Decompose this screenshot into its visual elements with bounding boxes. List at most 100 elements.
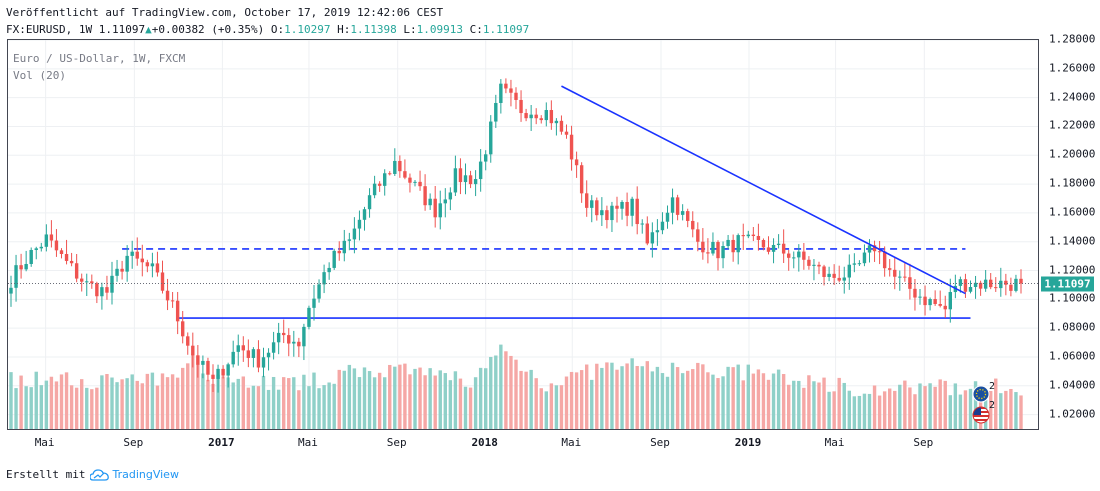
candle-body — [756, 236, 761, 241]
price-axis[interactable]: 1.28000 1.26000 1.24000 1.22000 1.20000 1.180… — [1039, 33, 1100, 430]
candle — [393, 148, 397, 176]
candle — [302, 323, 306, 361]
candle — [433, 186, 437, 228]
time-tick-label: Mai — [34, 436, 55, 449]
time-tick-label: Mai — [298, 436, 318, 449]
price-change: +0.00382 — [151, 23, 205, 36]
candle — [367, 188, 372, 218]
candle — [90, 274, 94, 289]
candle-body — [524, 113, 528, 119]
volume-bar — [317, 388, 321, 429]
volume-bar — [322, 385, 326, 429]
candle-body — [877, 251, 882, 253]
candle — [544, 102, 548, 127]
economic-event-eu-flag-icon[interactable]: 2 — [971, 381, 997, 407]
volume-bar — [832, 391, 836, 429]
candle — [398, 155, 402, 178]
candle-body — [928, 299, 932, 306]
candle-body — [110, 275, 114, 293]
candle-body — [999, 280, 1003, 289]
volume-bar — [69, 385, 74, 429]
candle-body — [943, 305, 947, 310]
candle-body — [201, 360, 205, 365]
price-tick-label: 1.08000 — [1049, 320, 1096, 334]
volume-bar — [670, 362, 675, 429]
candle — [64, 239, 69, 265]
candle-body — [938, 304, 942, 306]
candle-body — [29, 249, 33, 264]
time-tick-label: Sep — [650, 436, 670, 449]
candle — [610, 201, 614, 233]
volume-bar — [741, 380, 745, 429]
volume-bar — [307, 386, 311, 429]
candle — [1004, 273, 1008, 296]
candle — [660, 212, 665, 235]
candle — [797, 244, 801, 272]
chart-pane[interactable]: Euro / US-Dollar, 1W, FXCM Vol (20) 2 2 — [7, 39, 1039, 430]
time-tick-label: Mai — [561, 436, 582, 449]
candle — [675, 194, 680, 221]
candle-body — [519, 99, 523, 114]
candle — [191, 332, 195, 368]
volume-bar — [372, 377, 377, 429]
volume-bar — [903, 380, 907, 429]
chart-canvas[interactable] — [8, 40, 1038, 429]
volume-bar — [201, 373, 205, 429]
volume-bar — [590, 379, 594, 429]
volume-bar — [413, 368, 417, 429]
volume-bar — [963, 390, 968, 429]
candle-body — [670, 197, 675, 213]
event-count: 2 — [989, 400, 996, 411]
candle-body — [246, 350, 251, 358]
volume-bar — [261, 375, 266, 429]
candle — [999, 267, 1003, 297]
volume-bar — [74, 387, 79, 429]
candle — [665, 205, 670, 229]
candle — [95, 281, 99, 304]
candle — [564, 124, 569, 139]
volume-bar — [251, 385, 256, 429]
volume-bar — [175, 377, 180, 429]
volume-bar — [428, 368, 432, 429]
candle-body — [90, 281, 94, 284]
candle — [352, 217, 357, 254]
volume-bar — [812, 381, 816, 429]
candle-body — [579, 165, 584, 194]
candle — [241, 336, 245, 362]
candle-body — [842, 277, 846, 281]
volume-bar — [913, 394, 917, 429]
candle — [832, 264, 836, 285]
candle — [595, 197, 599, 221]
candle-body — [665, 212, 670, 222]
candle-body — [918, 296, 922, 298]
volume-bar — [787, 384, 791, 429]
volume-bar — [276, 389, 281, 429]
candle-body — [54, 240, 59, 251]
volume-bar — [423, 375, 427, 429]
volume-bar — [377, 372, 382, 429]
candle-body — [251, 349, 256, 358]
candle — [554, 118, 559, 136]
candle-body — [135, 251, 139, 259]
economic-event-us-flag-icon[interactable]: 2 — [971, 400, 997, 428]
time-axis[interactable]: Mai Sep 2017 Mai Sep 2018 Mai Sep 2019 Mai Sep — [7, 430, 1039, 452]
candle-body — [812, 264, 816, 266]
candle-body — [362, 209, 367, 220]
candle — [766, 236, 771, 255]
candle-body — [655, 230, 660, 233]
volume-bar — [226, 377, 230, 429]
candle-body — [403, 171, 407, 178]
volume-bar — [100, 375, 104, 429]
candle — [100, 282, 104, 310]
candle — [484, 150, 488, 171]
tradingview-logo[interactable]: TradingView — [90, 468, 179, 481]
candle-body — [85, 281, 89, 283]
volume-bar — [620, 366, 624, 429]
candle-body — [383, 173, 387, 186]
candle-body — [544, 110, 548, 121]
candle — [287, 328, 291, 357]
candle — [256, 340, 261, 373]
volume-bar — [489, 356, 493, 429]
candle — [898, 270, 902, 291]
candle-body — [1014, 278, 1018, 291]
